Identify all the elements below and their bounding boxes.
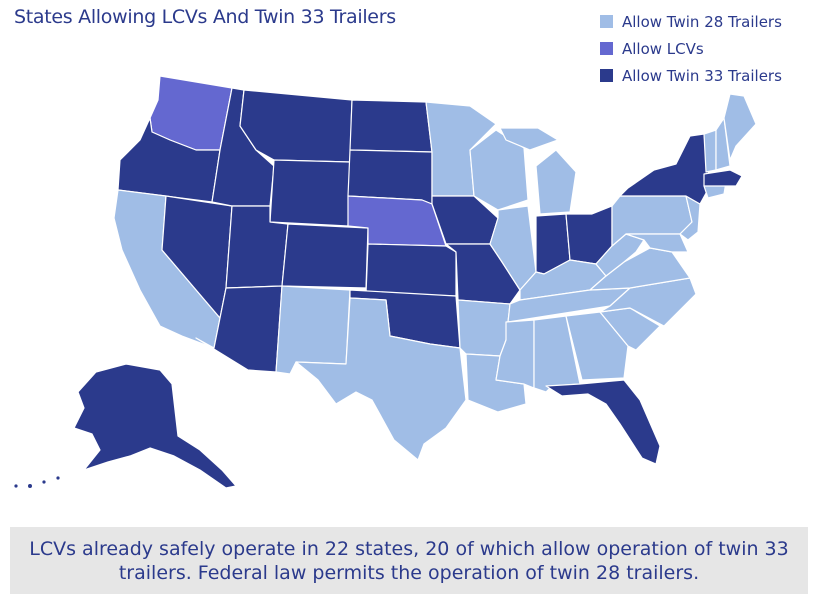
state-wyoming [269,159,351,227]
state-new-hampshire [715,117,731,171]
state-new-mexico [275,285,351,375]
state-georgia [565,311,629,381]
state-south-dakota [347,149,433,205]
legend-label-lcv: Allow LCVs [622,39,704,58]
legend-swatch-twin33 [600,69,613,82]
state-colorado [281,223,369,289]
alaska-islands [42,480,46,484]
legend-item-twin33: Allow Twin 33 Trailers [600,62,782,89]
us-map [14,75,757,489]
map-title: States Allowing LCVs And Twin 33 Trailer… [14,6,396,28]
legend-item-twin28: Allow Twin 28 Trailers [600,8,782,35]
legend: Allow Twin 28 Trailers Allow LCVs Allow … [600,8,782,89]
state-michigan-upper [499,127,559,151]
legend-label-twin28: Allow Twin 28 Trailers [622,12,782,31]
state-vermont [703,129,717,173]
legend-label-twin33: Allow Twin 33 Trailers [622,66,782,85]
alaska-islands [56,476,60,480]
legend-swatch-twin28 [600,15,613,28]
state-massachusetts [703,169,743,187]
state-north-dakota [349,99,433,153]
state-kansas [365,243,457,297]
state-alaska [73,363,237,489]
alaska-islands [14,484,18,488]
state-texas [295,297,467,461]
state-new-york [619,133,711,205]
state-michigan [535,149,577,215]
state-arkansas [457,299,511,357]
state-maine [723,93,757,161]
caption-box: LCVs already safely operate in 22 states… [10,527,808,594]
legend-item-lcv: Allow LCVs [600,35,782,62]
state-florida [545,379,661,465]
state-wisconsin [469,129,529,211]
legend-swatch-lcv [600,42,613,55]
caption-text: LCVs already safely operate in 22 states… [29,537,789,584]
state-illinois [489,205,537,291]
alaska-islands [28,484,32,488]
